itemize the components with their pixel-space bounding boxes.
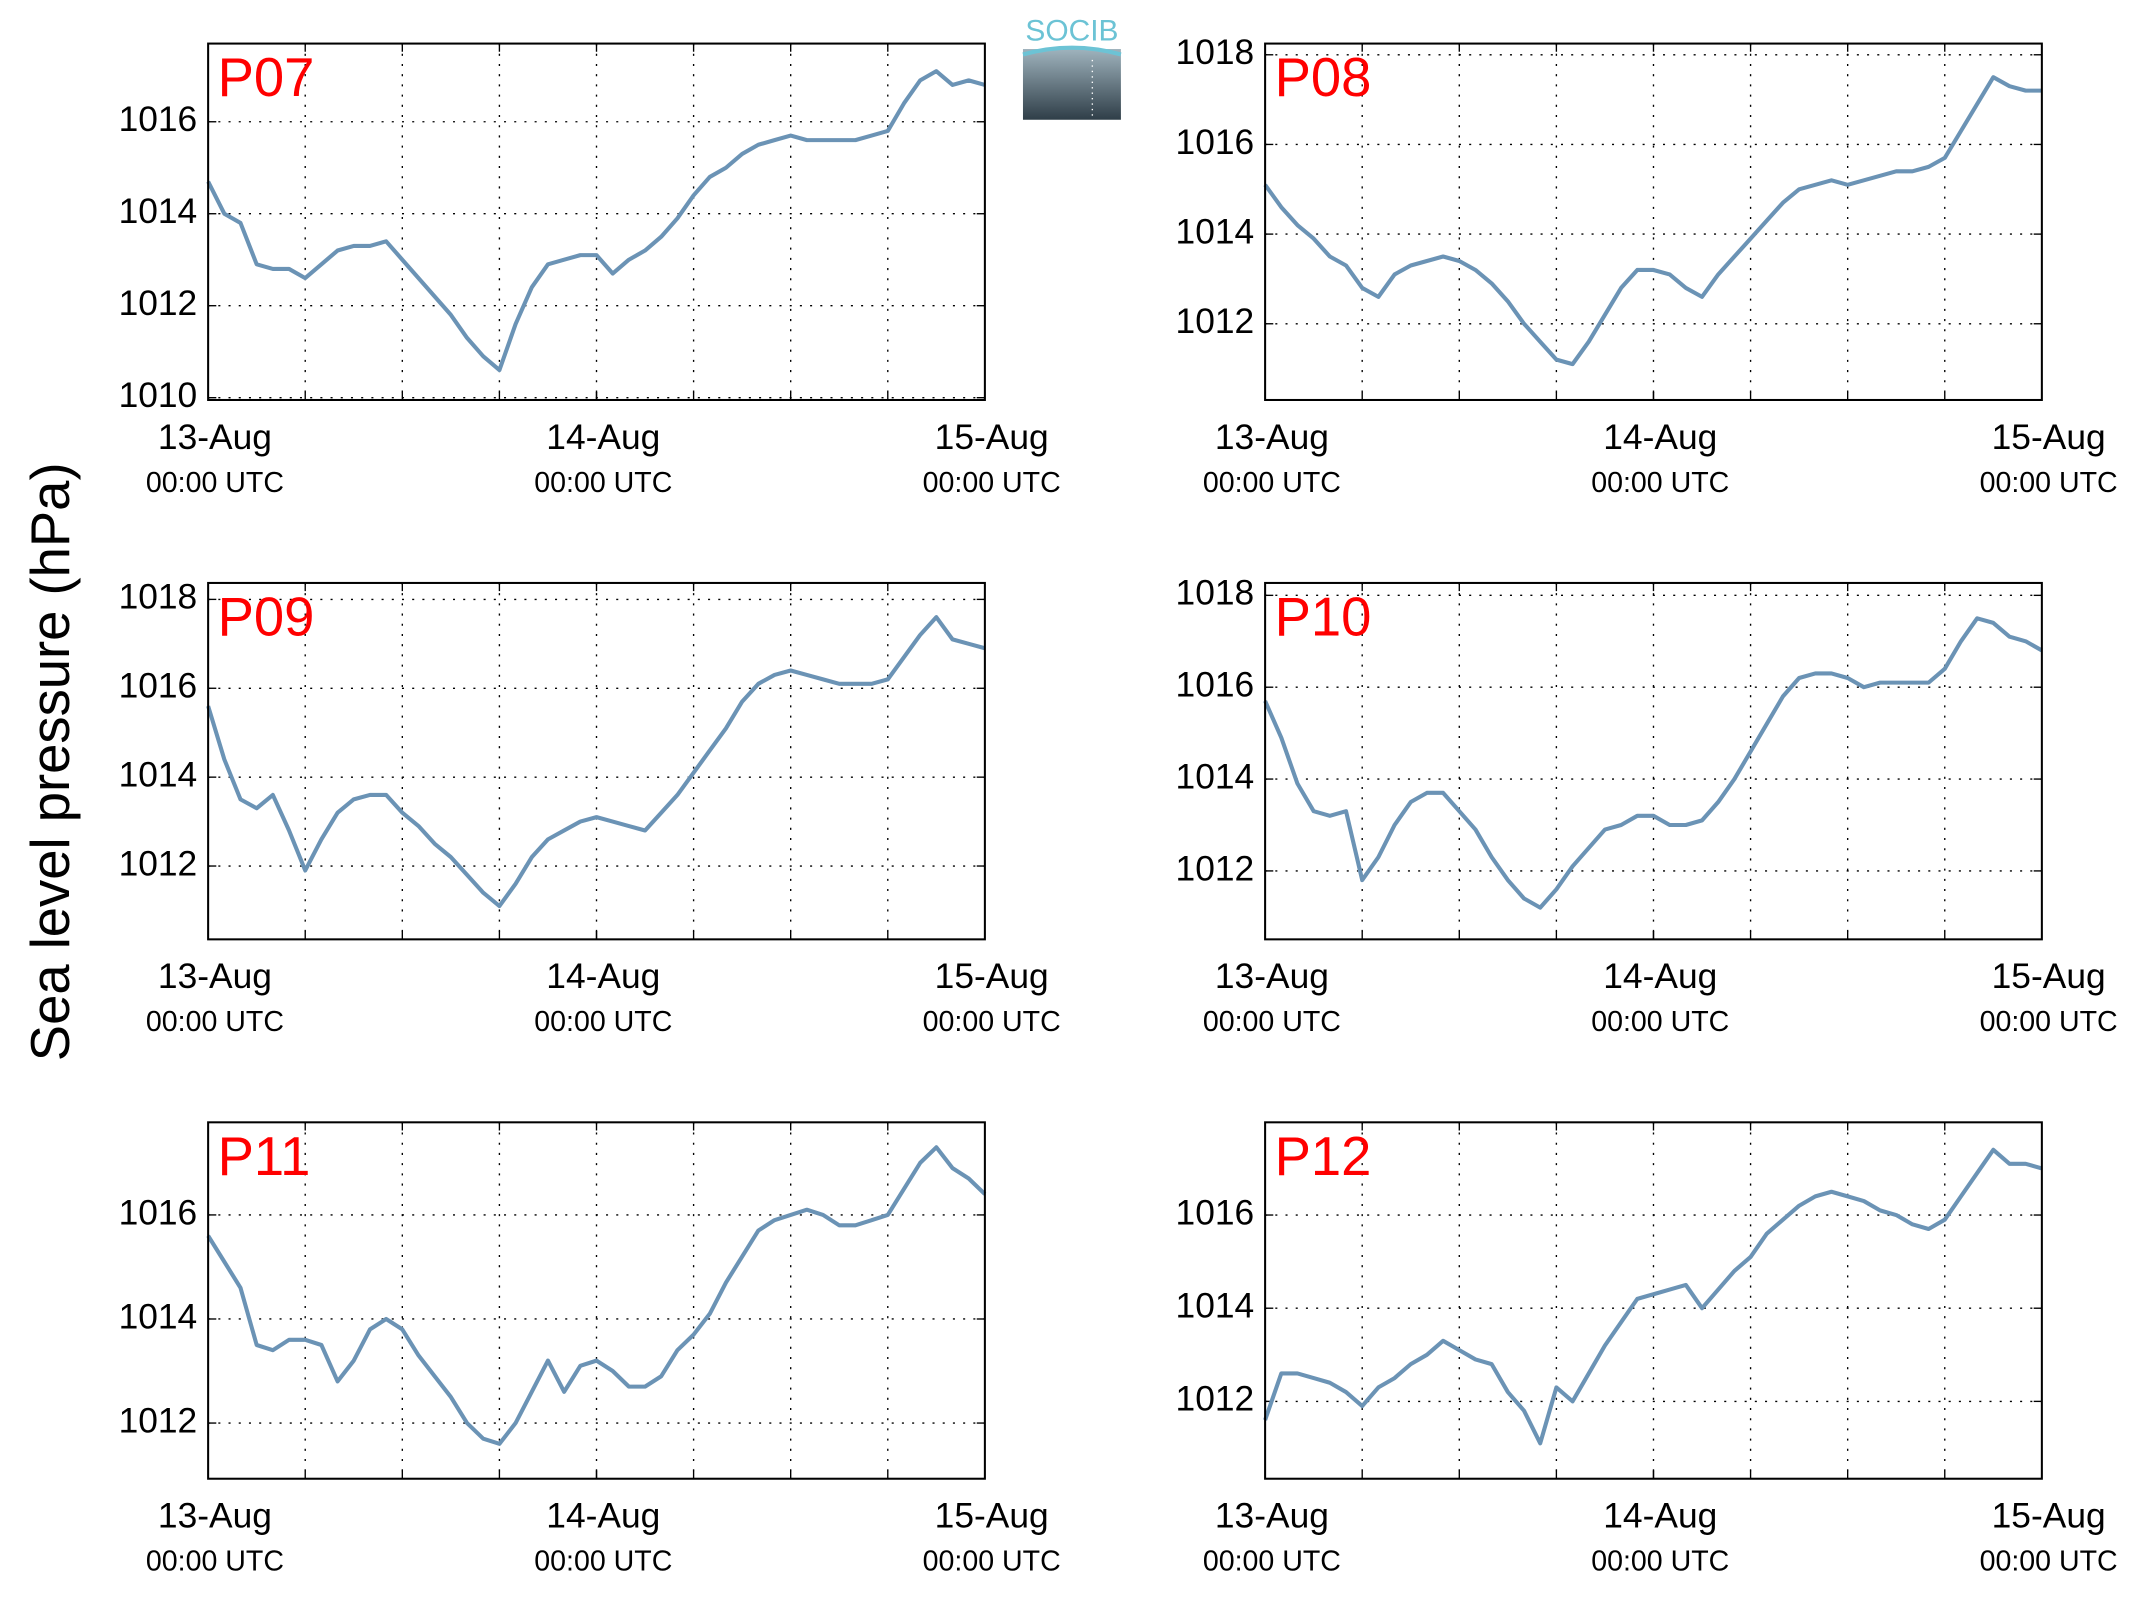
x-tick-sublabel: 00:00 UTC [1591, 1546, 1729, 1578]
x-tick-label: 14-Aug [1603, 418, 1717, 457]
x-tick-label: 14-Aug [1603, 957, 1717, 996]
x-tick-label: 15-Aug [1992, 957, 2106, 996]
plot-frame [207, 42, 986, 402]
panel: 1012 1014 1016 1018 13-Aug 00:00 UTC 14-Aug 00:… [119, 578, 1061, 1039]
x-tick-sublabel: 00:00 UTC [1980, 1006, 2118, 1038]
x-tick-label: 14-Aug [1603, 1497, 1717, 1536]
y-tick-label: 1014 [1176, 757, 1255, 796]
y-tick-label: 1012 [1176, 1380, 1255, 1419]
x-tick-sublabel: 00:00 UTC [1203, 1006, 1341, 1038]
x-tick-sublabel: 00:00 UTC [146, 467, 284, 499]
y-tick-label: 1016 [1176, 123, 1255, 162]
y-tick-label: 1016 [1176, 666, 1255, 705]
x-tick-sublabel: 00:00 UTC [534, 1546, 672, 1578]
y-tick-label: 1014 [119, 1297, 198, 1336]
y-axis-label: Sea level pressure (hPa) [20, 462, 81, 1061]
y-tick-label: 1012 [1176, 849, 1255, 888]
x-tick-label: 14-Aug [546, 957, 660, 996]
panel-title: P07 [218, 47, 315, 108]
series-line [1263, 616, 2043, 910]
x-tick-label: 14-Aug [546, 418, 660, 457]
y-tick-label: 1012 [119, 844, 198, 883]
x-tick-sublabel: 00:00 UTC [1203, 1546, 1341, 1578]
y-tick-label: 1018 [119, 578, 198, 617]
plot-frame [1264, 581, 2043, 941]
y-tick-label: 1014 [119, 755, 198, 794]
y-tick-label: 1014 [1176, 1287, 1255, 1326]
x-tick-sublabel: 00:00 UTC [534, 467, 672, 499]
panel-title: P12 [1275, 1126, 1372, 1187]
x-tick-sublabel: 00:00 UTC [146, 1006, 284, 1038]
x-tick-label: 15-Aug [935, 1497, 1049, 1536]
panel: 1010 1012 1014 1016 13-Aug 00:00 UTC 14-Aug 00:… [119, 42, 1061, 499]
y-tick-label: 1014 [1176, 212, 1255, 251]
panel-title: P09 [218, 586, 315, 647]
x-tick-label: 13-Aug [158, 418, 272, 457]
logo-wave [1022, 45, 1122, 57]
logo-text: SOCIB [1025, 15, 1118, 48]
panel-title: P08 [1275, 47, 1372, 108]
y-tick-label: 1012 [119, 284, 198, 323]
panel: 1012 1014 1016 1018 13-Aug 00:00 UTC 14-Aug 00:… [1176, 33, 2118, 499]
series-line [206, 69, 986, 373]
x-tick-label: 13-Aug [158, 957, 272, 996]
y-tick-label: 1016 [1176, 1193, 1255, 1232]
x-tick-sublabel: 00:00 UTC [534, 1006, 672, 1038]
x-tick-label: 15-Aug [935, 418, 1049, 457]
logo: SOCIB [1022, 15, 1122, 120]
panel: 1012 1014 1016 1018 13-Aug 00:00 UTC 14-Aug 00:… [1176, 574, 2118, 1039]
panel: 1012 1014 1016 13-Aug 00:00 UTC 14-Aug 00:00 U… [1176, 1121, 2118, 1578]
x-tick-sublabel: 00:00 UTC [923, 1546, 1061, 1578]
plot-frame [1264, 1121, 2043, 1480]
y-tick-label: 1010 [119, 376, 198, 415]
x-tick-label: 13-Aug [1215, 418, 1329, 457]
x-tick-label: 13-Aug [1215, 1497, 1329, 1536]
y-tick-label: 1018 [1176, 574, 1255, 613]
x-tick-label: 13-Aug [1215, 957, 1329, 996]
x-tick-sublabel: 00:00 UTC [146, 1546, 284, 1578]
plot-frame [207, 1121, 986, 1480]
plot-frame [207, 581, 986, 941]
y-tick-label: 1016 [119, 100, 198, 139]
x-tick-label: 15-Aug [1992, 1497, 2106, 1536]
x-tick-sublabel: 00:00 UTC [1980, 467, 2118, 499]
x-tick-sublabel: 00:00 UTC [1980, 1546, 2118, 1578]
series-line [206, 1145, 987, 1446]
x-tick-sublabel: 00:00 UTC [1591, 467, 1729, 499]
x-tick-sublabel: 00:00 UTC [1203, 467, 1341, 499]
panel-title: P10 [1275, 586, 1372, 647]
y-tick-label: 1018 [1176, 33, 1255, 72]
logo-block [1022, 49, 1121, 120]
x-tick-label: 15-Aug [1992, 418, 2106, 457]
y-tick-label: 1012 [1176, 302, 1255, 341]
x-tick-label: 15-Aug [935, 957, 1049, 996]
x-tick-label: 13-Aug [158, 1497, 272, 1536]
x-tick-sublabel: 00:00 UTC [923, 467, 1061, 499]
panel: 1012 1014 1016 13-Aug 00:00 UTC 14-Aug 00:00 U… [119, 1121, 1061, 1578]
y-tick-label: 1014 [119, 192, 198, 231]
y-tick-label: 1012 [119, 1401, 198, 1440]
series-line [1263, 1147, 2043, 1446]
x-tick-label: 14-Aug [546, 1497, 660, 1536]
series-line [1263, 75, 2042, 367]
y-tick-label: 1016 [119, 667, 198, 706]
plot-frame [1264, 42, 2043, 402]
y-tick-label: 1016 [119, 1193, 198, 1232]
panel-title: P11 [218, 1126, 311, 1187]
x-tick-sublabel: 00:00 UTC [1591, 1006, 1729, 1038]
series-line [206, 615, 986, 909]
x-tick-sublabel: 00:00 UTC [923, 1006, 1061, 1038]
